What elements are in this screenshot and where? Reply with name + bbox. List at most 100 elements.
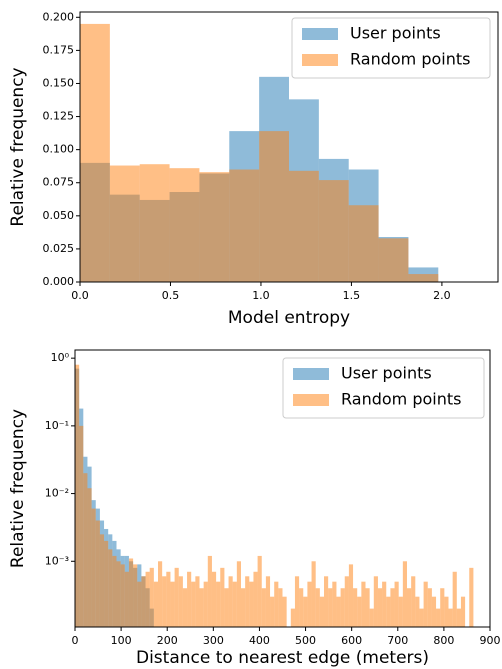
x-tick-label: 1.0 [252, 289, 270, 302]
y-tick-label: 10⁻¹ [45, 419, 69, 432]
histogram-bar [141, 576, 146, 627]
histogram-bar [228, 576, 233, 627]
histogram-bar [170, 581, 175, 627]
y-tick-label: 0.100 [43, 143, 75, 156]
histogram-bar [315, 588, 320, 627]
histogram-bar [187, 571, 192, 627]
histogram-bar [332, 581, 337, 627]
histogram-bar [324, 576, 329, 627]
histogram-bar [382, 581, 387, 627]
y-tick-label: 0.125 [43, 110, 75, 123]
histogram-bar [199, 172, 230, 282]
x-axis-label: Distance to nearest edge (meters) [136, 648, 429, 668]
x-tick-label: 0.0 [71, 289, 89, 302]
histogram-bar [290, 608, 295, 627]
y-tick-label: 0.150 [43, 76, 75, 89]
histogram-bar [369, 608, 374, 627]
histogram-bar [318, 180, 349, 282]
histogram-bar [116, 561, 121, 627]
histogram-bar [377, 588, 383, 627]
histogram-bar [199, 588, 204, 627]
y-tick-label: 0.075 [43, 176, 75, 189]
histogram-bar [378, 238, 409, 282]
histogram-bar [407, 588, 412, 627]
histogram-bar [124, 571, 129, 627]
histogram-bar [402, 561, 407, 627]
x-tick-label: 0 [72, 634, 79, 647]
histogram-bar [99, 534, 105, 627]
histogram-bar [137, 581, 142, 627]
histogram-bar [149, 567, 154, 627]
y-tick-label: 0.025 [43, 242, 75, 255]
histogram-bar [373, 576, 378, 627]
histogram-bar [319, 596, 324, 627]
legend-swatch [293, 368, 329, 380]
histogram-bar [128, 558, 134, 627]
x-tick-label: 300 [203, 634, 224, 647]
histogram-bar [229, 169, 260, 282]
histogram-bar [411, 576, 416, 627]
x-tick-label: 700 [387, 634, 408, 647]
histogram-bar [191, 581, 196, 627]
y-tick-label: 0.050 [43, 209, 75, 222]
histogram-bar [109, 165, 140, 282]
histogram-bar [307, 581, 312, 627]
histogram-bar [95, 520, 100, 627]
histogram-bar [203, 581, 208, 627]
legend-label: Random points [341, 390, 461, 409]
histogram-bar [408, 274, 439, 282]
histogram-bar [386, 596, 391, 627]
histogram-bar [344, 576, 349, 627]
y-tick-label: 0.200 [43, 10, 75, 23]
histogram-bar [340, 588, 345, 627]
y-tick-label: 10⁻² [45, 487, 69, 500]
histogram-bar [245, 576, 250, 627]
histogram-bar [112, 555, 117, 627]
plot-frame [79, 11, 499, 283]
x-tick-label: 100 [111, 634, 132, 647]
histogram-bar [166, 571, 171, 627]
histogram-bar [195, 576, 200, 627]
histogram-bar [224, 588, 229, 627]
histogram-bar [158, 561, 163, 627]
histogram-bar [162, 576, 167, 627]
histogram-bar [133, 564, 138, 627]
x-tick-label: 600 [341, 634, 362, 647]
histogram-bar [274, 581, 279, 627]
histogram-bar [289, 170, 319, 282]
histogram-bar [75, 364, 80, 627]
histogram-bar [207, 555, 212, 627]
histogram-bar [253, 571, 258, 627]
x-tick-label: 2.0 [433, 289, 451, 302]
histogram-bar [108, 549, 113, 627]
histogram-bar [270, 596, 275, 627]
plot-frame [74, 349, 491, 628]
y-axis-label: Relative frequency [8, 409, 28, 568]
histogram-bar [178, 576, 183, 627]
histogram-bar [423, 581, 428, 627]
histogram-bar [282, 596, 287, 627]
x-tick-label: 900 [480, 634, 501, 647]
histogram-bar [294, 576, 300, 627]
x-axis-label: Model entropy [228, 308, 350, 328]
legend-box [282, 357, 485, 419]
histogram-bar [220, 567, 225, 627]
x-tick-label: 400 [249, 634, 270, 647]
histogram-bar [311, 561, 316, 627]
histogram-bar [174, 567, 179, 627]
histogram-bar [211, 571, 217, 627]
histogram-bar [460, 596, 466, 627]
y-tick-label: 0.000 [43, 275, 75, 288]
histogram-bar [236, 561, 241, 627]
histogram-bar [249, 581, 254, 627]
x-tick-label: 200 [157, 634, 178, 647]
y-axis-label: Relative frequency [8, 67, 28, 226]
histogram-bar [232, 581, 237, 627]
histogram-bar [456, 608, 461, 627]
histogram-bar [278, 588, 283, 627]
histogram-bar [398, 596, 403, 627]
histogram-bar [469, 567, 474, 627]
histogram-bar [91, 508, 96, 627]
legend-swatch [302, 54, 338, 66]
